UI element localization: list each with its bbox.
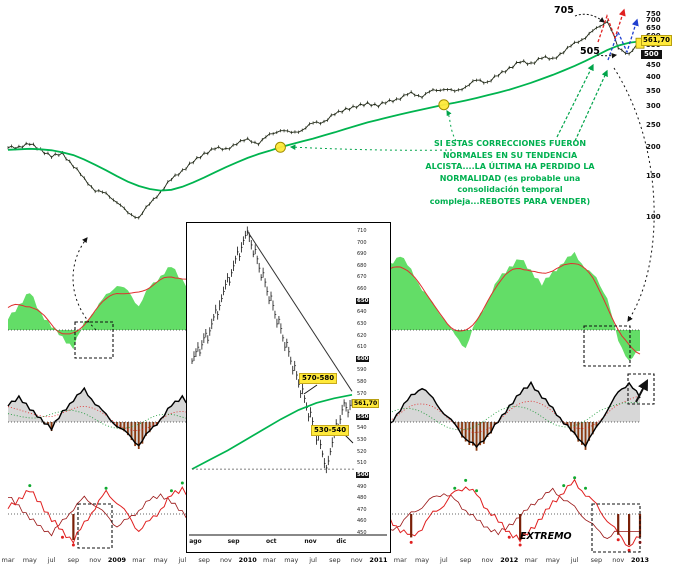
x-axis-label: nov xyxy=(219,556,232,564)
x-axis-label: 2013 xyxy=(630,556,650,564)
last-price-tag: 561,70 xyxy=(641,35,673,46)
y-axis-label: 150 xyxy=(646,172,661,181)
inset-y-axis-label: 600 xyxy=(356,355,370,362)
x-axis-label: jul xyxy=(439,556,448,564)
inset-y-axis-label: 680 xyxy=(357,262,367,269)
x-axis-label: sep xyxy=(459,556,472,564)
inset-candles xyxy=(191,226,354,474)
inset-chart-svg xyxy=(189,226,387,536)
x-axis-label: jul xyxy=(309,556,317,564)
support-zone-label: 530-540 xyxy=(311,425,350,436)
extremo-label: EXTREMO xyxy=(520,531,572,542)
x-axis-label: jul xyxy=(570,556,579,564)
inset-lines xyxy=(189,230,387,536)
inset-y-axis-label: 460 xyxy=(357,518,367,525)
support-zone-label: 570-580 xyxy=(299,373,338,384)
x-axis-label: mar xyxy=(263,556,277,564)
y-axis-label: 300 xyxy=(646,102,661,111)
x-axis-label: mar xyxy=(524,556,538,564)
inset-x-axis-label: oct xyxy=(266,538,277,545)
inset-y-axis-label: 620 xyxy=(357,332,367,339)
inset-y-axis-label: 490 xyxy=(357,483,367,490)
x-axis-label: jul xyxy=(47,556,56,564)
inset-y-axis-label: 570 xyxy=(357,390,367,397)
axis-500-tag: 500 xyxy=(641,50,662,59)
inset-y-axis-label: 500 xyxy=(356,471,370,478)
y-axis-label: 750 xyxy=(646,9,661,18)
annotation-line: SI ESTAS CORRECCIONES FUERON xyxy=(433,139,587,148)
y-axis-label: 350 xyxy=(646,86,661,95)
x-axis-label: may xyxy=(284,556,299,564)
x-axis-label: nov xyxy=(89,556,102,564)
inset-chart: 710 700 690 680 670 660 650 640 630 620 610 600 590 5… xyxy=(186,222,391,553)
inset-y-axis-label: 580 xyxy=(357,379,367,385)
x-axis-label: may xyxy=(153,556,168,564)
x-axis-label: may xyxy=(22,556,37,564)
inset-y-axis-label: 590 xyxy=(357,367,367,374)
inset-y-axis-label: 630 xyxy=(357,320,367,327)
x-axis-label: nov xyxy=(481,556,494,564)
y-axis-label: 100 xyxy=(646,213,661,222)
inset-y-axis-label: 700 xyxy=(357,239,367,246)
inset-y-axis-label: 480 xyxy=(357,495,367,502)
y-axis-label: 250 xyxy=(646,120,661,129)
x-axis-label: 2011 xyxy=(369,556,388,564)
inset-y-axis-label: 530 xyxy=(357,437,367,444)
x-axis-label: sep xyxy=(329,556,341,564)
inset-y-axis-label: 660 xyxy=(357,286,367,293)
inset-last-price-tag: 561,70 xyxy=(352,399,380,409)
inset-y-axis-label: 450 xyxy=(357,530,367,536)
y-axis-label: 650 xyxy=(646,23,661,32)
low-price-label: 505 xyxy=(580,46,600,57)
annotation-line: compleja...REBOTES PARA VENDER) xyxy=(429,196,591,206)
inset-y-axis-label: 710 xyxy=(357,228,367,234)
x-axis-label: 2009 xyxy=(107,556,126,564)
x-axis-label: jul xyxy=(178,556,187,564)
inset-y-axis-label: 540 xyxy=(357,425,367,432)
y-axis-label: 450 xyxy=(646,61,661,70)
inset-y-axis-label: 550 xyxy=(356,413,370,420)
inset-x-axis-label: nov xyxy=(304,538,317,545)
highlight-rects xyxy=(74,321,655,553)
inset-y-axis-label: 670 xyxy=(357,274,367,281)
x-axis-label: sep xyxy=(67,556,80,564)
x-axis-label: 2012 xyxy=(500,556,519,564)
annotation-text-block: SI ESTAS CORRECCIONES FUERON NORMALES EN… xyxy=(403,138,617,207)
x-axis-label: may xyxy=(414,556,430,564)
x-axis-label: mar xyxy=(132,556,146,564)
inset-y-axis-label: 690 xyxy=(357,251,367,258)
y-axis-label: 200 xyxy=(646,143,661,152)
annotation-line: consolidación temporal xyxy=(457,185,563,194)
x-axis-label: 2010 xyxy=(238,556,257,564)
x-axis-label: mar xyxy=(393,556,407,564)
inset-x-axis-label: sep xyxy=(227,538,240,545)
inset-y-axis-label: 640 xyxy=(357,309,367,316)
inset-y-axis-label: 520 xyxy=(357,448,367,455)
annotation-arrows xyxy=(72,8,655,403)
annotation-line: ALCISTA....LA ÚLTIMA HA PERDIDO LA xyxy=(425,162,595,171)
inset-x-axis-label: ago xyxy=(189,538,202,545)
x-axis-label: nov xyxy=(612,556,625,564)
inset-y-axis-label: 510 xyxy=(357,460,367,467)
inset-y-axis-label: 650 xyxy=(356,297,370,304)
inset-x-axis-label: dic xyxy=(336,538,347,545)
y-axis-label: 700 xyxy=(646,16,661,25)
price-series xyxy=(7,19,641,220)
inset-y-axis-label: 610 xyxy=(357,344,367,351)
x-axis-label: sep xyxy=(590,556,603,564)
x-axis-label: nov xyxy=(350,556,363,564)
x-axis-label: sep xyxy=(198,556,210,564)
annotation-line: NORMALES EN SU TENDENCIA xyxy=(442,150,578,160)
annotation-line: NORMALIDAD (es probable una xyxy=(439,173,581,183)
x-axis-label: may xyxy=(545,556,560,564)
inset-y-axis-label: 470 xyxy=(357,506,367,513)
x-axis-label: mar xyxy=(1,556,15,564)
y-axis-label: 400 xyxy=(646,73,661,82)
peak-price-label: 705 xyxy=(554,5,574,16)
